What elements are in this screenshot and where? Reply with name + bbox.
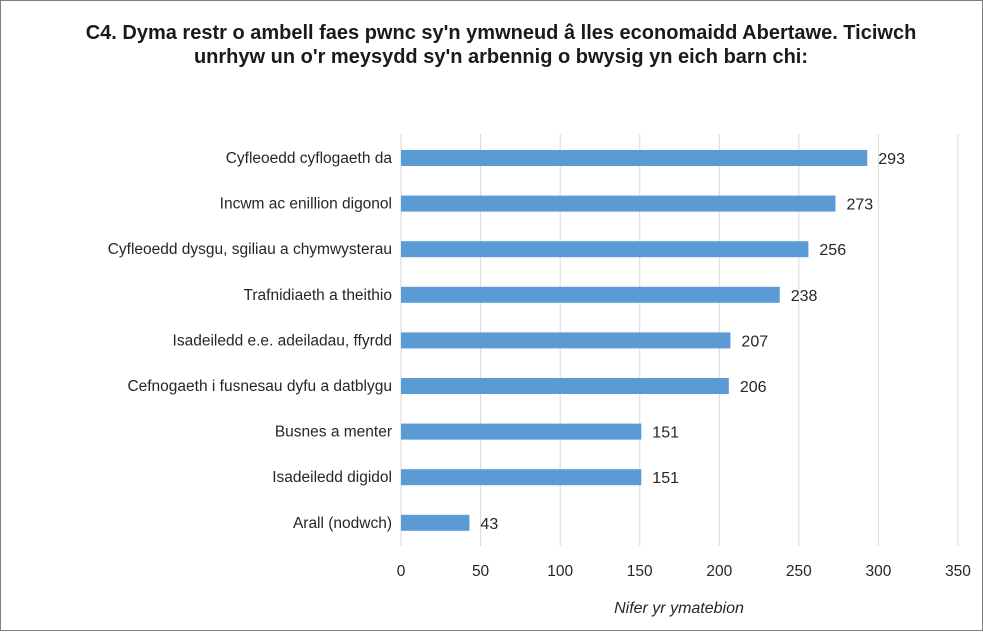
x-tick-label: 300	[865, 563, 891, 580]
category-label: Arall (nodwch)	[293, 515, 392, 532]
x-axis-title: Nifer yr ymatebion	[614, 600, 744, 617]
data-label: 207	[741, 333, 768, 350]
bar	[401, 241, 809, 258]
category-labels: Cyfleoedd cyflogaeth da Incwm ac enillion…	[108, 150, 393, 532]
data-label: 206	[740, 379, 767, 396]
bar	[401, 286, 780, 303]
x-tick-label: 200	[706, 563, 732, 580]
data-label: 293	[878, 151, 905, 168]
category-label: Busnes a menter	[275, 424, 392, 441]
category-label: Cyfleoedd cyflogaeth da	[226, 150, 393, 167]
data-label: 151	[652, 425, 679, 442]
data-label: 43	[480, 516, 498, 533]
category-label: Cefnogaeth i fusnesau dyfu a datblygu	[127, 378, 392, 395]
bar	[401, 195, 836, 212]
x-tick-label: 0	[397, 563, 406, 580]
chart-title: C4. Dyma restr o ambell faes pwnc sy'n y…	[85, 22, 917, 68]
data-label: 273	[846, 197, 873, 214]
bar	[401, 514, 470, 531]
x-tick-label: 100	[547, 563, 573, 580]
bar	[401, 423, 642, 440]
bar	[401, 378, 729, 394]
data-label: 238	[791, 288, 818, 305]
category-label: Isadeiledd digidol	[272, 469, 392, 486]
x-tick-label: 150	[627, 563, 653, 580]
category-label: Cyfleoedd dysgu, sgiliau a chymwysterau	[108, 241, 392, 258]
category-label: Isadeiledd e.e. adeiladau, ffyrdd	[173, 332, 392, 349]
x-tick-label: 350	[945, 563, 971, 580]
x-axis-tick-labels: 0 50 100 150 200 250 300 350	[397, 563, 972, 580]
category-label: Trafnidiaeth a theithio	[244, 287, 393, 304]
bars	[401, 150, 868, 531]
bar	[401, 332, 731, 349]
x-tick-label: 50	[472, 563, 490, 580]
bar	[401, 469, 642, 486]
bar	[401, 150, 868, 166]
x-tick-label: 250	[786, 563, 812, 580]
data-label: 151	[652, 470, 679, 487]
category-label: Incwm ac enillion digonol	[220, 196, 392, 213]
data-label: 256	[819, 242, 846, 259]
data-labels: 293 273 256 238 207 206 151 151 43	[480, 151, 905, 533]
